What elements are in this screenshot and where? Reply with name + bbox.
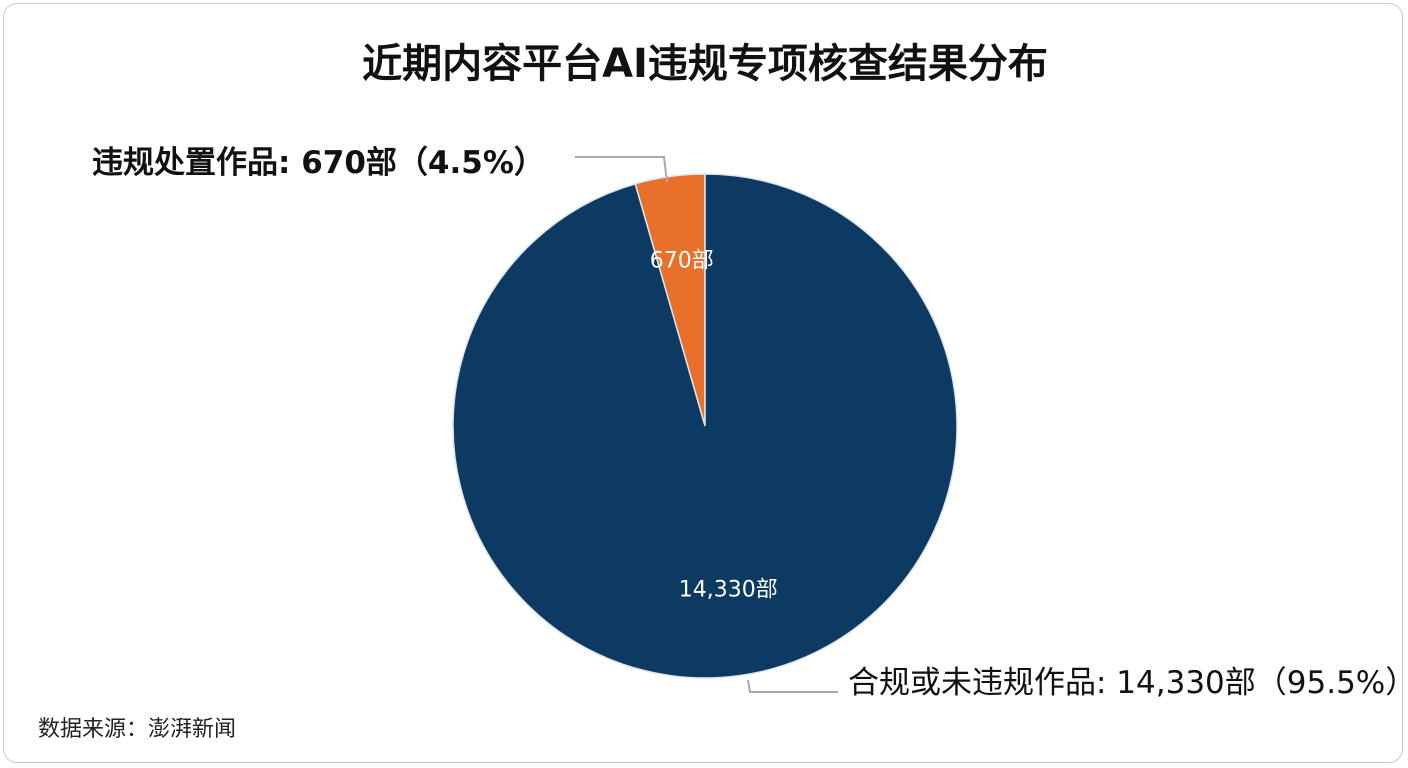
leader-line [747, 679, 838, 693]
slice-callout: 违规处置作品: 670部（4.5%） [92, 145, 545, 181]
leader-line [575, 156, 668, 183]
chart-title: 近期内容平台AI违规专项核查结果分布 [362, 41, 1048, 87]
pie-slice [452, 173, 958, 679]
source-note: 数据来源：澎湃新闻 [38, 717, 236, 742]
pie [452, 173, 958, 679]
data-label: 670部 [650, 248, 714, 273]
chart-frame [3, 3, 1403, 763]
slice-callout: 合规或未违规作品: 14,330部（95.5%） [848, 665, 1408, 701]
data-label: 14,330部 [679, 578, 778, 603]
